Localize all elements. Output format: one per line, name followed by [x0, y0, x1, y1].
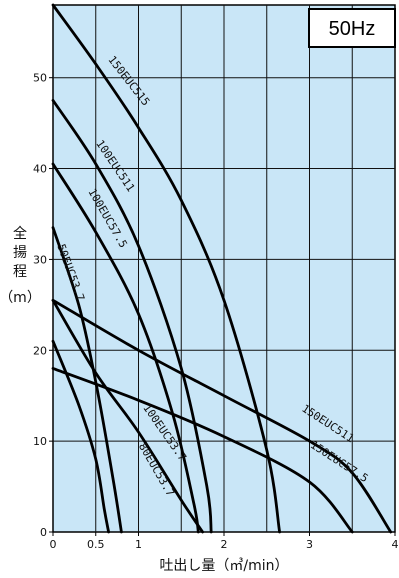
y-axis-title: 全 揚 程 （m）	[0, 225, 41, 306]
x-tick-label-3: 2	[221, 538, 228, 551]
curve-1	[51, 3, 281, 534]
x-axis-title: 吐出し量（㎥/min）	[159, 558, 288, 574]
y-tick-label-5: 50	[33, 72, 47, 85]
curve-8	[51, 367, 354, 534]
x-tick-label-2: 1	[135, 538, 142, 551]
curve-6	[51, 339, 110, 534]
y-tick-label-4: 40	[33, 163, 47, 176]
y-axis-title-char-3: 程	[13, 264, 27, 280]
x-tick-label-5: 4	[392, 538, 399, 551]
x-tick-label-1: 0.5	[87, 538, 105, 551]
curves	[51, 3, 393, 534]
y-axis-title-char-2: 揚	[13, 244, 27, 261]
y-tick-label-0: 0	[40, 526, 47, 539]
curve-5	[51, 298, 204, 534]
frequency-badge-box	[308, 8, 396, 48]
curve-7	[51, 298, 393, 534]
y-axis-unit: （m）	[0, 290, 41, 306]
y-tick-label-3: 30	[33, 253, 47, 266]
y-tick-label-1: 10	[33, 435, 47, 448]
curve-4	[51, 226, 123, 534]
frequency-badge: 50Hz	[329, 18, 376, 40]
curve-2	[51, 99, 213, 534]
y-tick-label-2: 20	[33, 344, 47, 357]
x-tick-label-4: 3	[306, 538, 313, 551]
y-axis-title-char-1: 全	[13, 225, 27, 242]
x-tick-label-0: 0	[50, 538, 57, 551]
